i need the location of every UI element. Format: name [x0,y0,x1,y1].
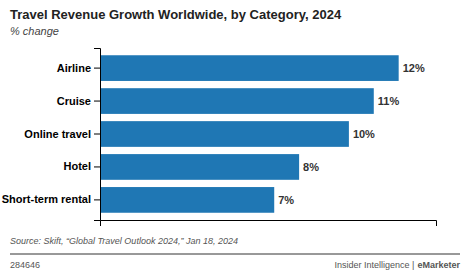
data-label: 10% [353,128,375,140]
bar [100,88,374,114]
bars [100,55,399,213]
footer-right: Insider Intelligence |eMarketer [335,260,461,270]
data-label: 12% [403,62,425,74]
subtitle: % change [10,25,59,37]
bar [100,187,274,213]
y-tick-label: Cruise [57,95,91,107]
chart: Travel Revenue Growth Worldwide, by Cate… [0,0,470,280]
data-label: 8% [303,161,319,173]
y-tick-mark [94,199,100,200]
bar [100,55,399,81]
y-tick: Airline [57,62,100,74]
y-tick-label: Short-term rental [2,193,91,205]
source: Source: Skift, “Global Travel Outlook 20… [10,236,238,246]
x-axis [101,221,437,227]
y-axis-line [94,49,101,221]
y-tick-mark [94,134,100,135]
y-axis: Airline Cruise Online travel Hotel Short-ter… [2,49,101,221]
data-label: 7% [278,194,294,206]
y-tick-mark [94,166,100,167]
footer-right-normal: Insider Intelligence | [335,260,415,270]
y-tick-label: Hotel [64,160,92,172]
x-axis-line [101,221,437,227]
y-tick-mark [94,68,100,69]
footer-rule [10,254,460,255]
y-tick: Short-term rental [2,193,100,205]
title: Travel Revenue Growth Worldwide, by Cate… [10,7,342,22]
y-tick: Online travel [24,128,100,140]
footer-left: 284646 [10,260,40,270]
y-tick-mark [94,101,100,102]
y-tick: Hotel [64,160,101,172]
data-labels: 12% 11% 10% 8% 7% [278,62,425,206]
y-tick: Cruise [57,95,100,107]
plot: Airline Cruise Online travel Hotel Short-ter… [2,49,437,227]
footer-right-bold: eMarketer [417,260,460,270]
bar [100,154,299,180]
bar [100,121,349,147]
y-tick-label: Online travel [24,128,91,140]
data-label: 11% [378,95,400,107]
y-tick-label: Airline [57,62,91,74]
